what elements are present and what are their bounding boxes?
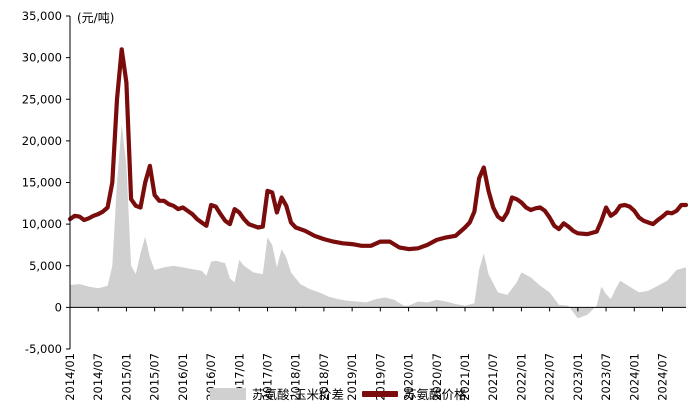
- x-tick-label: 2017/07: [260, 353, 274, 401]
- y-tick-label: 15,000: [22, 176, 62, 190]
- price-spread-area-group: [70, 124, 686, 319]
- legend-label-spread: 苏氨酸-玉米价差: [252, 387, 345, 402]
- x-tick-label: 2022/07: [543, 353, 557, 401]
- y-ticks-group: -5,000 0 5,000 10,000 15,000 20,000 25,000 30,0…: [22, 9, 70, 356]
- x-tick-label: 2016/01: [176, 353, 190, 401]
- price-line-group: [67, 47, 689, 252]
- x-tick-label: 2018/07: [317, 353, 331, 401]
- legend-item-price: 苏氨酸价格: [362, 384, 467, 403]
- x-tick-label: 2021/01: [458, 353, 472, 401]
- x-tick-label: 2018/01: [289, 353, 303, 401]
- x-tick-label: 2024/07: [655, 353, 669, 401]
- x-tick-label: 2022/01: [514, 353, 528, 401]
- x-tick-label: 2014/07: [91, 353, 105, 401]
- legend-item-spread: 苏氨酸-玉米价差: [210, 384, 344, 403]
- x-tick-label: 2020/07: [430, 353, 444, 401]
- x-tick-label: 2014/01: [63, 353, 77, 401]
- x-tick-label: 2019/01: [345, 353, 359, 401]
- spread-area-series: [70, 124, 686, 319]
- y-tick-label: 35,000: [22, 9, 62, 23]
- y-tick-label: 30,000: [22, 51, 62, 65]
- legend-swatch-line: [362, 390, 399, 397]
- legend-swatch-area: [210, 387, 246, 400]
- x-tick-label: 2024/01: [627, 353, 641, 401]
- price-line-series: [67, 47, 689, 252]
- x-tick-label: 2015/01: [119, 353, 133, 401]
- y-tick-label: 10,000: [22, 217, 62, 231]
- legend: 苏氨酸-玉米价差 苏氨酸价格: [210, 384, 485, 403]
- x-ticks-group: 2014/01 2014/07 2015/01 2015/07 2016/01 2016/…: [63, 307, 669, 401]
- x-tick-label: 2023/07: [599, 353, 613, 401]
- y-tick-label: 25,000: [22, 92, 62, 106]
- x-tick-label: 2023/01: [571, 353, 585, 401]
- y-tick-label: 20,000: [22, 134, 62, 148]
- y-tick-label: 5,000: [29, 259, 62, 273]
- x-tick-label: 2015/07: [148, 353, 162, 401]
- y-tick-label: 0: [55, 300, 62, 314]
- x-tick-label: 2020/01: [402, 353, 416, 401]
- y-tick-label: -5,000: [25, 342, 62, 356]
- x-tick-label: 2021/07: [486, 353, 500, 401]
- y-axis-unit-label: (元/吨): [77, 11, 114, 25]
- legend-label-price: 苏氨酸价格: [404, 387, 467, 402]
- x-tick-label: 2019/07: [373, 353, 387, 401]
